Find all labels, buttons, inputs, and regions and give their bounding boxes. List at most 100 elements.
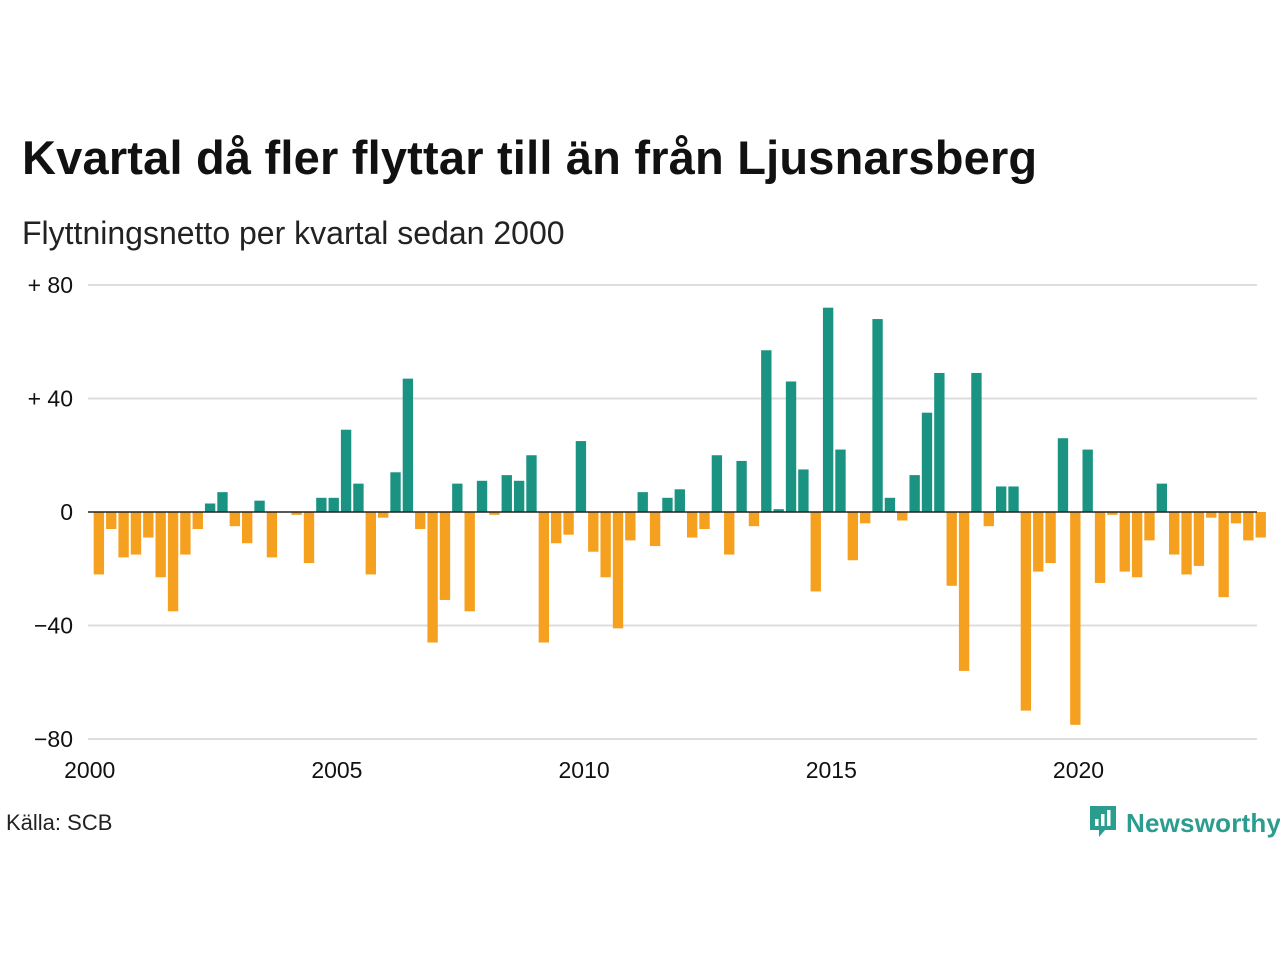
bar xyxy=(551,512,562,544)
bar xyxy=(1033,512,1044,572)
bar xyxy=(897,512,908,521)
bar xyxy=(1119,512,1130,572)
chart-title: Kvartal då fler flyttar till än från Lju… xyxy=(22,131,1038,184)
bar xyxy=(699,512,710,530)
bar xyxy=(625,512,636,541)
bar xyxy=(217,492,228,512)
bar xyxy=(822,307,834,512)
bar xyxy=(860,512,871,524)
bar xyxy=(464,512,475,612)
bar xyxy=(106,512,117,530)
bar xyxy=(884,497,896,512)
bar xyxy=(266,512,278,558)
bar xyxy=(958,512,970,671)
bar xyxy=(674,489,685,512)
bar xyxy=(452,483,463,512)
bar xyxy=(1070,512,1081,725)
bar xyxy=(427,512,438,643)
bar xyxy=(748,512,760,527)
bar xyxy=(1181,512,1192,575)
bar xyxy=(724,512,735,555)
bar xyxy=(489,512,500,515)
bar xyxy=(1131,512,1143,578)
bar xyxy=(1008,486,1019,512)
y-axis-ticks: + 80 + 40 0 −40 −80 xyxy=(28,272,73,752)
bar xyxy=(785,381,797,512)
bar xyxy=(736,460,747,512)
bar xyxy=(513,480,525,512)
bar xyxy=(192,512,203,530)
bar xyxy=(1045,512,1056,564)
bar xyxy=(971,372,982,512)
bar xyxy=(983,512,994,527)
bar xyxy=(1094,512,1106,583)
bar xyxy=(526,455,537,512)
bar xyxy=(167,512,179,612)
bar xyxy=(872,319,883,512)
x-axis-ticks: 2000 2005 2010 2015 2020 xyxy=(64,757,1104,783)
bar xyxy=(575,441,587,512)
x-tick-label: 2000 xyxy=(64,757,115,783)
bar xyxy=(476,480,488,512)
bar xyxy=(995,486,1007,512)
brand-logo: Newsworthy xyxy=(1088,803,1280,844)
y-tick-label: 0 xyxy=(60,499,73,525)
bar xyxy=(1218,512,1229,598)
bar xyxy=(761,350,772,512)
bar xyxy=(1193,512,1205,566)
bar xyxy=(1255,512,1266,538)
y-tick-label: + 80 xyxy=(28,272,73,298)
bar xyxy=(316,497,327,512)
gridlines xyxy=(88,284,1257,740)
bar xyxy=(303,512,315,564)
x-tick-label: 2010 xyxy=(559,757,610,783)
bar xyxy=(353,483,364,512)
bar xyxy=(946,512,957,586)
bar xyxy=(934,372,945,512)
y-tick-label: −80 xyxy=(34,726,73,752)
chart-subtitle: Flyttningsnetto per kvartal sedan 2000 xyxy=(22,215,565,251)
y-tick-label: −40 xyxy=(34,613,73,639)
bar xyxy=(328,497,339,512)
bar xyxy=(415,512,426,530)
bar xyxy=(254,500,265,512)
bar xyxy=(637,492,648,512)
bar xyxy=(588,512,599,552)
bar xyxy=(377,512,389,518)
bar xyxy=(1169,512,1180,555)
bar xyxy=(810,512,821,592)
bar xyxy=(1230,512,1242,524)
bar xyxy=(847,512,859,561)
bar xyxy=(1020,512,1032,711)
bar xyxy=(390,472,401,512)
bar xyxy=(563,512,574,535)
brand-name: Newsworthy xyxy=(1126,808,1280,838)
bar xyxy=(340,429,352,512)
newsworthy-icon xyxy=(1088,803,1118,844)
bar xyxy=(365,512,376,575)
bar xyxy=(612,512,624,629)
bar xyxy=(538,512,550,643)
bar xyxy=(711,455,723,512)
bar xyxy=(1082,449,1093,512)
bar xyxy=(155,512,166,578)
bar xyxy=(921,412,933,512)
bar xyxy=(229,512,241,527)
bar xyxy=(835,449,846,512)
x-tick-label: 2020 xyxy=(1053,757,1104,783)
source-note: Källa: SCB xyxy=(6,810,113,835)
bar xyxy=(600,512,611,578)
bar xyxy=(1107,512,1118,515)
bar xyxy=(439,512,451,600)
bar xyxy=(662,497,673,512)
bar xyxy=(798,469,809,512)
bar xyxy=(204,503,216,512)
y-tick-label: + 40 xyxy=(28,386,73,412)
bar xyxy=(130,512,142,555)
bar xyxy=(402,378,414,512)
bar xyxy=(1144,512,1155,541)
bar xyxy=(143,512,154,538)
bar xyxy=(1156,483,1168,512)
x-tick-label: 2005 xyxy=(311,757,362,783)
